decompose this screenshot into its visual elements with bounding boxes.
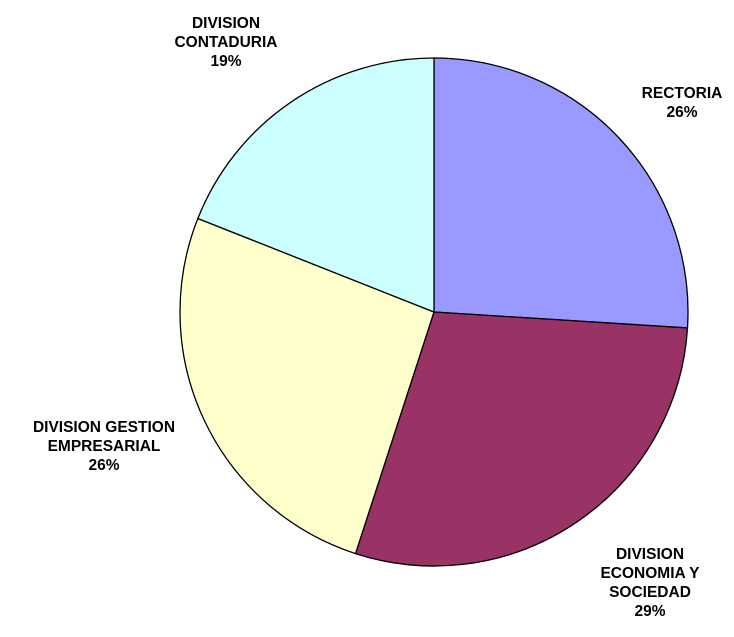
slice-name-line: EMPRESARIAL xyxy=(48,438,161,455)
pie-slice-rectoria xyxy=(433,57,689,329)
slice-name-line: DIVISION xyxy=(616,546,684,563)
slice-percent-label: 29% xyxy=(634,603,665,620)
slice-percent-label: 19% xyxy=(210,53,241,70)
pie-slices xyxy=(179,57,689,567)
pie-slice-division-contaduria xyxy=(197,57,435,313)
slice-percent-label: 26% xyxy=(88,457,119,474)
pie-slice-division-gestion-empresarial xyxy=(179,217,435,555)
slice-name-line: RECTORIA xyxy=(642,85,723,102)
slice-label-rectoria: RECTORIA 26% xyxy=(642,85,723,121)
slice-name-line: SOCIEDAD xyxy=(609,584,691,601)
slice-label-division-economia-y-sociedad: DIVISION ECONOMIA Y SOCIEDAD 29% xyxy=(600,546,700,620)
slice-label-division-gestion-empresarial: DIVISION GESTION EMPRESARIAL 26% xyxy=(33,419,175,474)
slice-name-line: ECONOMIA Y xyxy=(600,565,700,582)
pie-slice-division-economia-y-sociedad xyxy=(354,311,689,567)
slice-name-line: CONTADURIA xyxy=(174,34,277,51)
slice-percent-label: 26% xyxy=(666,104,697,121)
pie-labels: RECTORIA 26% DIVISION ECONOMIA Y SOCIEDAD 29%… xyxy=(33,15,722,620)
slice-name-line: DIVISION xyxy=(192,15,260,32)
slice-label-division-contaduria: DIVISION CONTADURIA 19% xyxy=(174,15,277,70)
slice-name-line: DIVISION GESTION xyxy=(33,419,175,436)
